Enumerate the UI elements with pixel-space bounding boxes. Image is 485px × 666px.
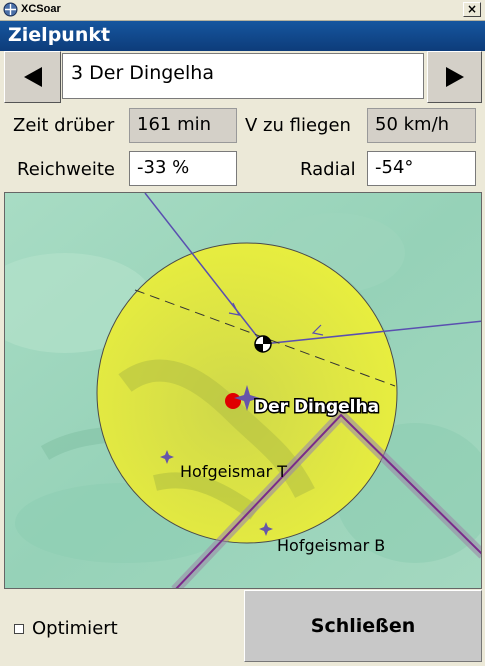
target-waypoint-label: Der Dingelha [254,397,379,417]
checkbox-icon [14,623,24,634]
terrain-shade [153,472,260,520]
poi-label-hofgeismar-t: Hofgeismar T [180,462,287,481]
optimiert-label: Optimiert [32,618,118,639]
zeit-label: Zeit drüber [13,115,115,136]
track-line [144,193,264,345]
prev-waypoint-button[interactable] [4,51,61,103]
window-titlebar: XCSoar × [0,0,485,21]
window-title: XCSoar [21,3,61,15]
map-canvas: Der Dingelha Hofgeismar T Hofgeismar B [5,193,481,588]
waypoint-field[interactable]: 3 Der Dingelha [62,53,424,99]
xcsoar-logo-icon [3,2,18,17]
page-title: Zielpunkt [8,24,111,46]
v-label: V zu fliegen [245,115,351,136]
radial-value: -54° [375,157,414,178]
bearing-arrow [311,324,324,336]
v-value-box: 50 km/h [367,108,476,143]
close-button-label: Schließen [310,615,416,637]
bearing-line [262,320,481,345]
sector-boundary-line [134,289,396,387]
aircraft-icon-quadrant [255,344,263,352]
reichweite-label: Reichweite [17,159,116,180]
waypoint-value: 3 Der Dingelha [71,62,214,84]
reichweite-field[interactable]: -33 % [129,151,237,186]
next-waypoint-button[interactable] [427,51,482,103]
arrow-left-icon [23,67,42,87]
reichweite-value: -33 % [137,157,190,178]
airfield-icon[interactable] [160,450,174,464]
target-waypoint-icon[interactable] [225,393,241,409]
close-button[interactable]: Schließen [244,590,482,662]
waypoint-star-icon [234,385,260,411]
optimiert-checkbox[interactable]: Optimiert [14,618,118,639]
window-close-button[interactable]: × [463,2,481,17]
airfield-icon[interactable] [259,522,273,536]
map-view[interactable]: Der Dingelha Hofgeismar T Hofgeismar B [4,192,482,589]
track-arrow [228,302,241,316]
aircraft-icon-quadrant [263,336,271,344]
route-line [175,413,481,588]
terrain-shade [118,359,315,499]
radial-label: Radial [300,159,356,180]
v-value: 50 km/h [375,114,450,135]
zeit-value: 161 min [137,114,212,135]
zeit-value-box: 161 min [129,108,237,143]
radial-field[interactable]: -54° [367,151,476,186]
arrow-right-icon [445,67,464,87]
dialog-header: Zielpunkt [0,21,485,51]
poi-label-hofgeismar-b: Hofgeismar B [277,536,385,555]
